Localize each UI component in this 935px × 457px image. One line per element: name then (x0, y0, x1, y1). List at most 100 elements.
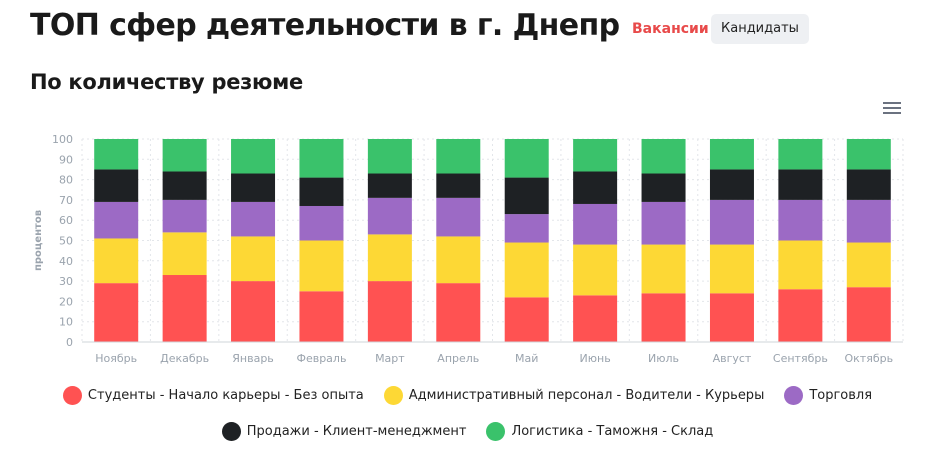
bar-segment (641, 139, 686, 174)
bar-segment (846, 199, 891, 243)
legend-item[interactable]: Торговля (784, 386, 872, 405)
bar-segment (504, 139, 549, 178)
bar-segment (436, 283, 481, 342)
hamburger-menu-icon[interactable] (883, 102, 901, 118)
bar-segment (367, 281, 412, 342)
bar-segment (299, 139, 344, 178)
y-tick-label: 30 (59, 275, 73, 288)
bar-segment (709, 199, 754, 245)
bar-segment (504, 242, 549, 298)
bar-segment (846, 287, 891, 342)
legend-marker (62, 386, 82, 405)
bar-segment (299, 177, 344, 206)
bar-segment (231, 201, 276, 237)
bar-segment (573, 171, 618, 204)
legend-label: Логистика - Таможня - Склад (511, 424, 714, 439)
bar-segment (709, 139, 754, 170)
legend-row-1: Студенты - Начало карьеры - Без опыта Адм… (0, 386, 935, 405)
bar-segment (641, 173, 686, 202)
legend-marker (383, 386, 403, 405)
bar-segment (436, 139, 481, 174)
y-tick-label: 10 (59, 316, 73, 329)
legend-label: Продажи - Клиент-менеджмент (246, 424, 467, 439)
y-tick-label: 60 (59, 214, 73, 227)
bar-segment (299, 240, 344, 292)
bar-segment (162, 199, 207, 233)
bar-segment (641, 293, 686, 342)
legend-item[interactable]: Административный персонал - Водители - К… (383, 386, 765, 405)
bar-segment (231, 139, 276, 174)
legend-item[interactable]: Студенты - Начало карьеры - Без опыта (62, 386, 364, 405)
bar-segment (573, 295, 618, 342)
bar-segment (94, 139, 139, 170)
legend-row-2: Продажи - Клиент-менеджмент Логистика - Т… (0, 422, 935, 441)
tab-vacancies[interactable]: Вакансии (632, 21, 709, 37)
tab-candidates[interactable]: Кандидаты (711, 14, 809, 44)
bar-segment (709, 244, 754, 294)
y-tick-label: 50 (59, 235, 73, 248)
bar-segment (846, 139, 891, 170)
bar-segment (162, 232, 207, 276)
x-tick-label: Февраль (296, 352, 346, 365)
page-title: ТОП сфер деятельности в г. Днепр (30, 8, 620, 43)
bar-segment (846, 169, 891, 200)
bar-segment (778, 139, 823, 170)
bar-segment (94, 238, 139, 284)
bar-segment (504, 297, 549, 342)
bar-segment (436, 173, 481, 198)
y-tick-label: 80 (59, 174, 73, 187)
bar-segment (436, 197, 481, 237)
legend-item[interactable]: Логистика - Таможня - Склад (486, 422, 713, 441)
bar-segment (162, 171, 207, 200)
legend-marker (486, 422, 506, 441)
bar-segment (231, 236, 276, 282)
legend-item[interactable]: Продажи - Клиент-менеджмент (221, 422, 467, 441)
x-tick-label: Январь (232, 352, 274, 365)
x-tick-label: Август (713, 352, 752, 365)
legend-label: Административный персонал - Водители - К… (408, 388, 765, 403)
y-tick-label: 40 (59, 255, 73, 268)
bar-segment (709, 169, 754, 200)
x-tick-label: Октябрь (845, 352, 894, 365)
legend-label: Торговля (809, 388, 873, 403)
bar-segment (504, 177, 549, 215)
bar-segment (94, 169, 139, 202)
bar-segment (504, 214, 549, 243)
bar-segment (436, 236, 481, 284)
bar-segment (231, 173, 276, 202)
legend-marker (221, 422, 241, 441)
bar-segment (231, 281, 276, 342)
bar-segment (367, 173, 412, 198)
y-axis-title: процентов (33, 210, 44, 271)
y-tick-label: 20 (59, 295, 73, 308)
bar-segment (778, 240, 823, 290)
x-tick-label: Май (515, 352, 538, 365)
bar-segment (778, 289, 823, 342)
bar-segment (778, 199, 823, 241)
bar-segment (641, 201, 686, 245)
bar-segment (299, 205, 344, 241)
x-tick-label: Сентябрь (773, 352, 828, 365)
legend-label: Студенты - Начало карьеры - Без опыта (87, 388, 364, 403)
y-tick-label: 70 (59, 194, 73, 207)
x-tick-label: Декабрь (160, 352, 209, 365)
y-tick-label: 90 (59, 153, 73, 166)
bar-segment (299, 291, 344, 342)
x-tick-label: Март (375, 352, 405, 365)
bar-segment (573, 139, 618, 172)
bar-segment (573, 203, 618, 245)
bar-segment (162, 275, 207, 342)
section-title: По количеству резюме (30, 70, 303, 94)
bar-segment (778, 169, 823, 200)
bar-segment (573, 244, 618, 296)
bar-segment (162, 139, 207, 172)
x-tick-label: Апрель (437, 352, 479, 365)
bar-segment (94, 201, 139, 239)
bar-segment (709, 293, 754, 342)
y-tick-label: 0 (66, 336, 73, 349)
bar-segment (367, 139, 412, 174)
bar-segment (641, 244, 686, 294)
x-tick-label: Июль (648, 352, 679, 365)
bar-segment (846, 242, 891, 288)
x-tick-label: Ноябрь (95, 352, 137, 365)
